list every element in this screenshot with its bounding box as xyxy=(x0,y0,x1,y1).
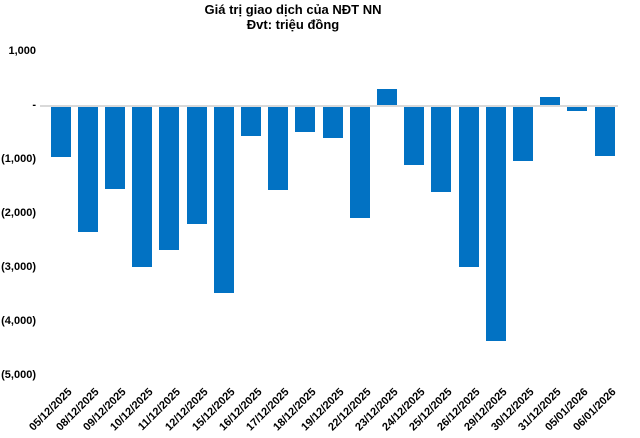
bar-25-12-2025 xyxy=(431,106,452,193)
y-axis-tick-label: (1,000) xyxy=(1,153,36,165)
y-axis-tick-label: (4,000) xyxy=(1,315,36,327)
y-axis-tick-label: (2,000) xyxy=(1,207,36,219)
bar-23-12-2025 xyxy=(377,88,397,105)
bar-18-12-2025 xyxy=(295,106,316,133)
y-axis-tick-label: (3,000) xyxy=(1,261,36,273)
chart-title: Giá trị giao dịch của NĐT NN xyxy=(204,2,382,17)
bar-29-12-2025 xyxy=(485,106,506,342)
bar-15-12-2025 xyxy=(213,106,234,294)
bar-05-12-2025 xyxy=(50,106,71,157)
bar-11-12-2025 xyxy=(159,106,180,250)
bar-24-12-2025 xyxy=(404,106,425,165)
bar-05-01-2026 xyxy=(567,106,588,111)
bar-10-12-2025 xyxy=(132,106,153,268)
bar-19-12-2025 xyxy=(322,106,343,139)
bar-26-12-2025 xyxy=(458,106,479,268)
bar-17-12-2025 xyxy=(268,106,289,190)
bar-16-12-2025 xyxy=(241,106,261,136)
bar-09-12-2025 xyxy=(105,106,125,189)
zero-gridline xyxy=(40,104,618,107)
y-axis-tick-label: (5,000) xyxy=(1,369,36,381)
bar-22-12-2025 xyxy=(349,106,370,219)
chart-subtitle: Đvt: triệu đồng xyxy=(246,17,340,32)
bar-06-01-2026 xyxy=(594,106,615,157)
bar-31-12-2025 xyxy=(540,97,561,105)
y-axis-tick-label: 1,000 xyxy=(8,45,36,57)
y-axis-tick-label: - xyxy=(32,99,36,111)
bar-30-12-2025 xyxy=(513,106,533,161)
bar-12-12-2025 xyxy=(186,106,207,224)
bar-08-12-2025 xyxy=(77,106,98,233)
